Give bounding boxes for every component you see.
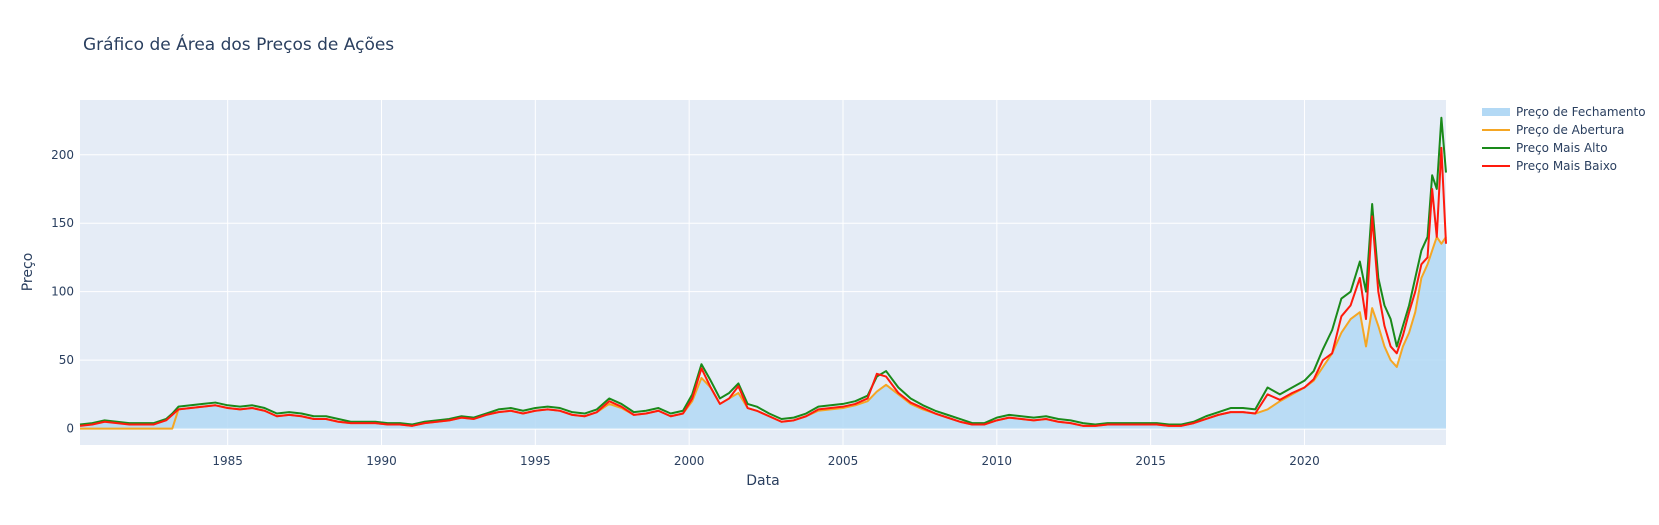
x-tick-label: 1995	[520, 454, 551, 468]
legend-label: Preço de Abertura	[1516, 123, 1624, 137]
x-tick-label: 2000	[674, 454, 705, 468]
x-tick-label: 2015	[1135, 454, 1166, 468]
y-tick-label: 50	[59, 353, 74, 367]
legend-item[interactable]: Preço Mais Alto	[1482, 141, 1608, 155]
y-axis-title: Preço	[20, 253, 36, 292]
legend-item[interactable]: Preço Mais Baixo	[1482, 159, 1617, 173]
x-axis-ticks: 1985 1990 1995 2000 2005 2010 2015 2020	[212, 454, 1319, 468]
x-tick-label: 2005	[828, 454, 859, 468]
legend-swatch	[1482, 108, 1510, 116]
y-tick-label: 150	[51, 216, 74, 230]
x-tick-label: 2020	[1289, 454, 1320, 468]
legend: Preço de Fechamento Preço de Abertura Preç…	[1482, 105, 1646, 173]
chart-title: Gráfico de Área dos Preços de Ações	[83, 33, 394, 55]
x-tick-label: 1990	[366, 454, 397, 468]
x-tick-label: 1985	[212, 454, 243, 468]
y-axis-ticks: 0 50 100 150 200	[51, 148, 74, 436]
y-tick-label: 100	[51, 285, 74, 299]
legend-label: Preço de Fechamento	[1516, 105, 1646, 119]
legend-item[interactable]: Preço de Abertura	[1482, 123, 1624, 137]
x-tick-label: 2010	[982, 454, 1013, 468]
plot-background	[80, 100, 1446, 445]
series-area-preco-de-fechamento	[80, 236, 1446, 429]
series-line-preco-mais-baixo	[79, 146, 1447, 427]
x-axis-title: Data	[746, 473, 779, 489]
legend-item[interactable]: Preço de Fechamento	[1482, 105, 1646, 119]
series-line-preco-mais-alto	[79, 116, 1447, 426]
y-tick-label: 0	[66, 422, 74, 436]
legend-label: Preço Mais Baixo	[1516, 159, 1617, 173]
y-tick-label: 200	[51, 148, 74, 162]
series-layer	[79, 116, 1447, 430]
legend-label: Preço Mais Alto	[1516, 141, 1608, 155]
